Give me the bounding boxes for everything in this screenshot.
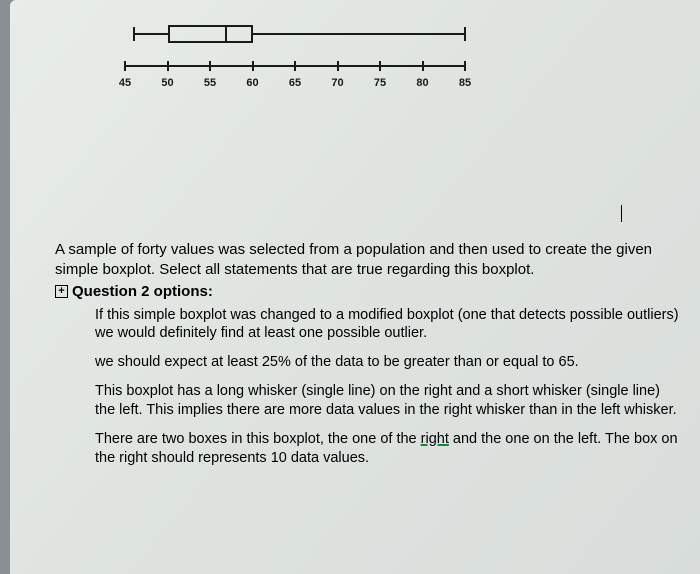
axis-tick-label: 80: [416, 77, 428, 89]
axis-tick-label: 85: [459, 77, 471, 89]
options-header: + Question 2 options:: [55, 283, 682, 300]
options-label-text: Question 2 options:: [72, 283, 213, 300]
axis-tick: [167, 61, 169, 71]
left-whisker-cap: [133, 27, 135, 41]
axis-tick: [464, 61, 466, 71]
right-whisker-cap: [464, 27, 466, 41]
axis-tick: [422, 61, 424, 71]
axis-tick-label: 50: [161, 77, 173, 89]
left-whisker: [134, 33, 168, 35]
axis-tick-label: 70: [331, 77, 343, 89]
axis-tick: [209, 61, 211, 71]
option-list: If this simple boxplot was changed to a …: [95, 306, 682, 468]
right-whisker: [253, 33, 466, 35]
boxplot: 455055606570758085: [125, 25, 465, 85]
option-1[interactable]: If this simple boxplot was changed to a …: [95, 306, 682, 344]
axis-tick-label: 55: [204, 77, 216, 89]
axis-tick-label: 60: [246, 77, 258, 89]
axis-tick: [294, 61, 296, 71]
axis-tick-label: 65: [289, 77, 301, 89]
box-left: [168, 25, 228, 43]
axis-tick: [379, 61, 381, 71]
axis-tick-label: 75: [374, 77, 386, 89]
option-2[interactable]: we should expect at least 25% of the dat…: [95, 353, 682, 372]
axis-tick: [337, 61, 339, 71]
text-cursor: [621, 205, 622, 222]
option-4[interactable]: There are two boxes in this boxplot, the…: [95, 430, 682, 468]
axis-tick-label: 45: [119, 77, 131, 89]
worksheet-page: 455055606570758085 A sample of forty val…: [10, 0, 700, 574]
prompt-text: A sample of forty values was selected fr…: [55, 241, 652, 278]
axis-tick: [252, 61, 254, 71]
option-4-underlined: right: [421, 431, 449, 447]
option-4-text-before: There are two boxes in this boxplot, the…: [95, 431, 421, 447]
axis-tick: [124, 61, 126, 71]
box-right: [225, 25, 253, 43]
option-3[interactable]: This boxplot has a long whisker (single …: [95, 382, 682, 420]
question-prompt: A sample of forty values was selected fr…: [55, 240, 682, 281]
expand-icon[interactable]: +: [55, 285, 68, 298]
